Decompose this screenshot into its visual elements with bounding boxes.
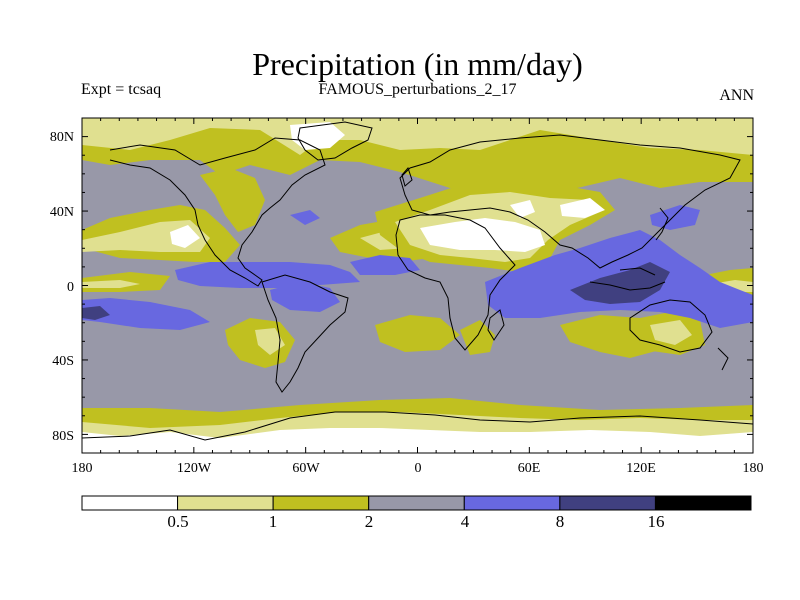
coast-indonesia bbox=[589, 267, 666, 291]
coast-antarctica bbox=[82, 411, 753, 441]
legend-swatch bbox=[654, 495, 752, 511]
coast-japan bbox=[655, 207, 669, 241]
lat-tick-80s: 80S bbox=[52, 429, 74, 444]
coast-madagascar bbox=[487, 309, 505, 341]
field-sahara-lt05 bbox=[420, 218, 545, 252]
lon-tick-180w: 180 bbox=[72, 461, 93, 476]
legend-swatch bbox=[177, 495, 274, 511]
legend-swatches bbox=[81, 495, 752, 511]
legend-label-5: 16 bbox=[648, 512, 665, 531]
axis-tick-labels: 80N 40N 0 40S 80S 180 120W 60W 0 60E 120… bbox=[50, 130, 764, 476]
coast-north-america bbox=[109, 137, 326, 287]
field-maritime-8-16 bbox=[570, 262, 670, 304]
coastlines bbox=[82, 121, 753, 441]
field-antarctica-lt05 bbox=[82, 428, 753, 453]
legend-frame bbox=[81, 495, 752, 511]
field-spcz-4-8 bbox=[82, 298, 210, 330]
field-satlantic-1-2 bbox=[375, 315, 460, 352]
field-caspian-lt05 bbox=[510, 200, 535, 218]
legend-swatch bbox=[368, 495, 465, 511]
legend-label-2: 2 bbox=[365, 512, 374, 531]
lon-tick-60w: 60W bbox=[292, 461, 320, 476]
field-greatplains-1-2 bbox=[200, 168, 265, 232]
lat-tick-0: 0 bbox=[67, 280, 74, 295]
field-australia-05-1 bbox=[650, 320, 692, 345]
lon-tick-60e: 60E bbox=[518, 461, 541, 476]
legend-label-1: 1 bbox=[269, 512, 278, 531]
lon-tick-120w: 120W bbox=[177, 461, 212, 476]
coast-greenland bbox=[297, 121, 373, 161]
lon-tick-0: 0 bbox=[415, 461, 422, 476]
legend-label-4: 8 bbox=[556, 512, 565, 531]
field-gulfstream-4-8 bbox=[290, 210, 320, 225]
experiment-label: Expt = tcsaq bbox=[81, 81, 162, 98]
coast-new-zealand bbox=[717, 347, 729, 371]
coast-eurasia bbox=[399, 134, 741, 269]
precipitation-field bbox=[82, 118, 753, 453]
legend-swatch bbox=[463, 495, 561, 511]
field-tarim-lt05 bbox=[560, 198, 605, 218]
field-itcz-pacific-4-8 bbox=[175, 262, 360, 288]
field-eqpacific-05-1 bbox=[82, 280, 140, 288]
legend-label-0: 0.5 bbox=[167, 512, 188, 531]
map-title: Precipitation (in mm/day) bbox=[252, 46, 583, 82]
run-label: FAMOUS_perturbations_2_17 bbox=[318, 81, 517, 98]
field-spcz-8-16 bbox=[82, 306, 110, 320]
legend-label-3: 4 bbox=[461, 512, 470, 531]
season-label: ANN bbox=[719, 87, 754, 104]
coast-uk bbox=[401, 167, 413, 187]
coast-africa bbox=[395, 214, 516, 351]
lat-tick-80n: 80N bbox=[50, 130, 74, 145]
legend-swatch bbox=[81, 495, 179, 511]
field-amazon-4-8 bbox=[270, 282, 340, 312]
field-greenland-lt05 bbox=[290, 122, 345, 150]
lon-tick-120e: 120E bbox=[626, 461, 656, 476]
field-spacific-05-1 bbox=[255, 328, 285, 355]
lon-tick-180e: 180 bbox=[743, 461, 764, 476]
color-legend: 0.5 1 2 4 8 16 bbox=[81, 495, 752, 531]
field-npacific-lt05 bbox=[170, 225, 200, 248]
coast-australia bbox=[629, 299, 713, 353]
lat-tick-40n: 40N bbox=[50, 205, 74, 220]
legend-swatch bbox=[272, 495, 370, 511]
field-atlantic-itcz-4-8 bbox=[350, 255, 420, 275]
coast-south-america bbox=[261, 274, 349, 393]
lat-tick-40s: 40S bbox=[52, 354, 74, 369]
axis-ticks bbox=[81, 117, 754, 454]
field-arctic-05-1 bbox=[82, 118, 753, 155]
legend-swatch bbox=[559, 495, 656, 511]
